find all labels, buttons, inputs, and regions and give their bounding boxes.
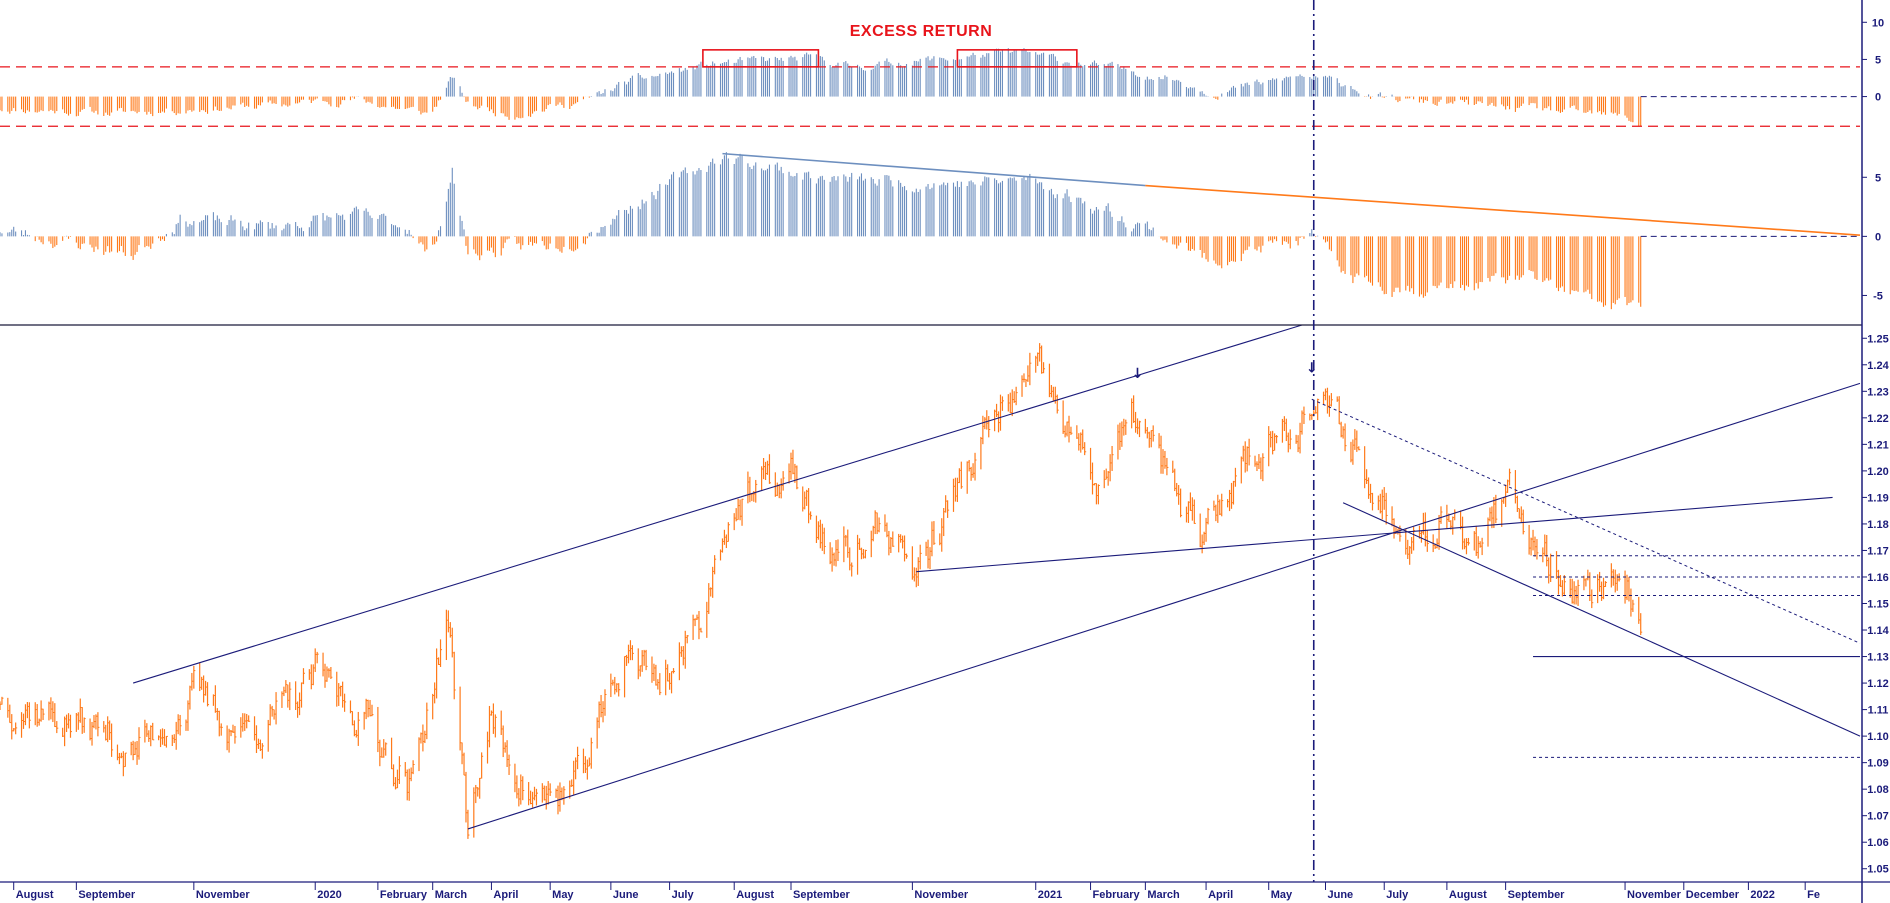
x-tick-label: April (1208, 889, 1233, 901)
y-tick-label: 1.06 (1867, 837, 1888, 849)
x-tick-label: March (1147, 889, 1180, 901)
highlight-box (702, 49, 820, 68)
y-tick-label: 1.07 (1867, 811, 1888, 823)
y-tick-label: 1.12 (1867, 678, 1888, 690)
x-tick-label: 2021 (1038, 889, 1062, 901)
x-tick-label: November (196, 889, 251, 901)
oscillator-panel (0, 152, 1861, 310)
y-tick-label: 1.14 (1867, 625, 1889, 637)
marker-arrow: ↓ (1306, 361, 1318, 377)
price-panel: ↓ ↓ (0, 324, 1861, 839)
trendline (1145, 184, 1861, 236)
x-tick-label: March (435, 889, 468, 901)
y-tick-label: 0 (1875, 231, 1881, 243)
x-tick-label: April (493, 889, 518, 901)
trendline (1311, 398, 1861, 644)
x-tick-label: September (793, 889, 851, 901)
x-tick-label: February (380, 889, 428, 901)
y-tick-label: 1.25 (1867, 333, 1888, 345)
x-tick-label: July (672, 889, 695, 901)
x-tick-label: September (78, 889, 136, 901)
x-tick-label: 2020 (317, 889, 341, 901)
y-tick-label: 1.16 (1867, 572, 1888, 584)
y-tick-label: 1.23 (1867, 386, 1888, 398)
x-tick-label: Fe (1807, 889, 1820, 901)
y-tick-label: 1.11 (1868, 705, 1889, 717)
y-tick-label: 1.09 (1867, 758, 1888, 770)
trendline (467, 382, 1861, 830)
y-tick-label: 5 (1875, 172, 1881, 184)
x-tick-label: July (1386, 889, 1409, 901)
x-tick-label: May (1271, 889, 1293, 901)
y-tick-label: 1.13 (1867, 652, 1888, 664)
y-tick-label: 1.05 (1867, 864, 1888, 876)
y-tick-label: 1.20 (1867, 466, 1888, 478)
y-tick-label: 1.17 (1867, 545, 1888, 557)
y-tick-label: 1.24 (1867, 360, 1889, 372)
y-tick-label: -5 (1873, 290, 1883, 302)
y-tick-label: 1.08 (1867, 784, 1888, 796)
highlight-box (956, 49, 1078, 68)
x-tick-label: December (1686, 889, 1740, 901)
x-tick-label: February (1093, 889, 1141, 901)
y-tick-label: 1.18 (1867, 519, 1888, 531)
marker-arrow: ↓ (1132, 366, 1144, 382)
trendline (916, 496, 1833, 573)
x-tick-label: August (16, 889, 54, 901)
x-tick-label: June (613, 889, 639, 901)
x-tick-label: November (1627, 889, 1682, 901)
y-tick-label: 1.22 (1867, 413, 1888, 425)
y-tick-label: 1.21 (1867, 439, 1888, 451)
x-tick-label: August (1449, 889, 1487, 901)
x-tick-label: September (1508, 889, 1566, 901)
y-tick-label: 10 (1872, 17, 1884, 29)
chart-title: EXCESS RETURN (850, 23, 993, 40)
y-tick-label: 1.19 (1867, 492, 1888, 504)
x-tick-label: August (736, 889, 774, 901)
trendline (132, 324, 1303, 684)
y-tick-label: 5 (1875, 54, 1881, 66)
trendline (722, 152, 1146, 187)
x-tick-label: May (552, 889, 574, 901)
excess-return-panel (0, 48, 1860, 127)
y-tick-label: 1.15 (1867, 599, 1888, 611)
trendline (1342, 502, 1861, 737)
y-tick-label: 1.10 (1867, 731, 1888, 743)
x-tick-label: November (914, 889, 969, 901)
y-tick-label: 0 (1875, 92, 1881, 104)
x-tick-label: June (1327, 889, 1353, 901)
x-tick-label: 2022 (1750, 889, 1774, 901)
